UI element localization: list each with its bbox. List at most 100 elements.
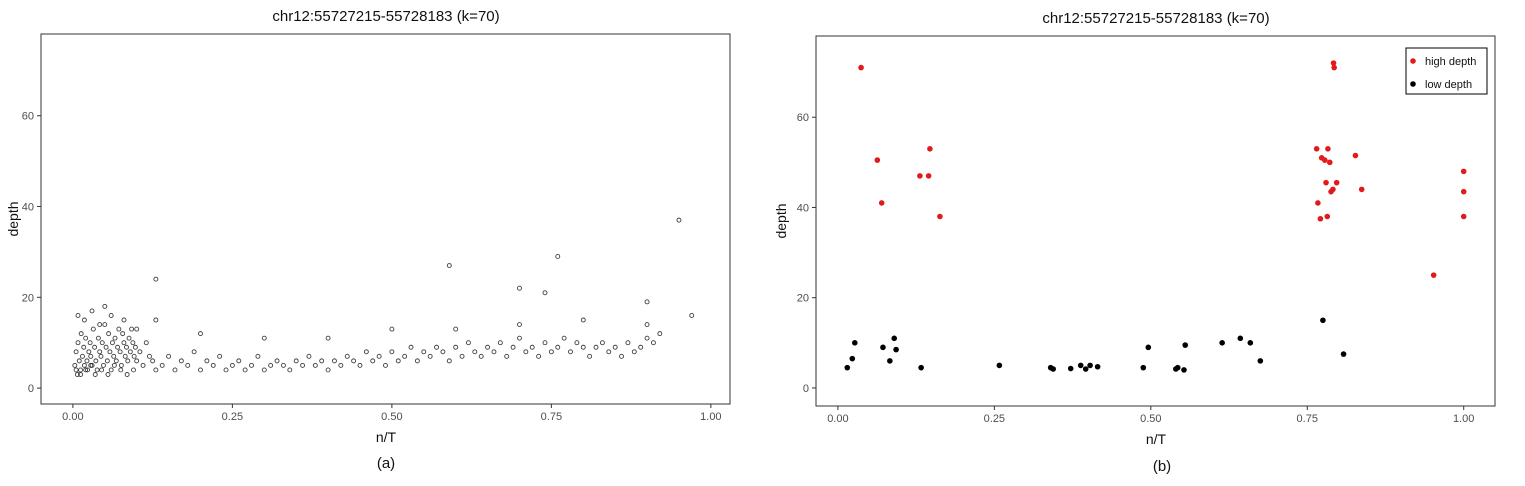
panel-a-point — [113, 358, 119, 364]
panel-b-title: chr12:55727215-55728183 (k=70) — [1042, 10, 1269, 27]
panel-b-point — [1174, 364, 1181, 371]
panel-a-point — [111, 362, 117, 368]
panel-a-point — [106, 331, 112, 337]
panel-b-point — [1320, 317, 1326, 324]
panel-b-y-axis: 0 20 40 60 — [797, 112, 816, 395]
panel-b-point — [1145, 344, 1152, 351]
panel-b-point — [1257, 358, 1264, 364]
panel-b-y-tick-label: 40 — [797, 202, 809, 214]
panel-b-point — [887, 358, 893, 364]
panel-a-point — [268, 362, 274, 368]
panel-a-point — [555, 254, 561, 259]
panel-a-point — [198, 367, 203, 373]
panel-a-point — [472, 349, 478, 355]
panel-a-point — [644, 299, 650, 305]
panel-b-point — [1340, 351, 1347, 357]
panel-a-point — [587, 353, 593, 359]
panel-a-point — [153, 367, 159, 373]
panel-a-point — [102, 303, 108, 309]
panel-a-point — [108, 313, 114, 318]
panel-b-point — [1077, 362, 1084, 369]
panel-a-point — [536, 353, 542, 359]
panel-a-point — [619, 353, 624, 359]
panel-a-point — [274, 358, 280, 364]
panel-b-point — [1331, 64, 1337, 71]
panel-b-point — [937, 213, 943, 220]
panel-a-point — [300, 362, 306, 368]
panel-a-plot-border — [40, 33, 731, 405]
panel-a-point — [83, 367, 89, 373]
panel-a-point — [657, 331, 663, 337]
panel-a-point — [103, 344, 109, 350]
panel-a-point — [325, 367, 331, 373]
panel-a-point — [147, 353, 152, 359]
panel-a-point — [76, 358, 82, 364]
panel-a-point — [99, 367, 105, 373]
panel-a-point — [517, 322, 522, 328]
panel-a-point — [574, 340, 580, 346]
panel-b-point — [849, 355, 856, 362]
panel-a-point — [414, 358, 420, 364]
panel-a-point — [99, 340, 105, 346]
panel-a-point — [446, 358, 452, 364]
panel-b-point — [858, 64, 864, 71]
panel-a-point — [73, 367, 79, 373]
panel-a-point — [81, 344, 87, 350]
panel-a-point — [78, 331, 84, 337]
panel-a-point — [78, 367, 84, 373]
panel-a-point — [198, 331, 203, 337]
panel-b-point — [844, 364, 851, 371]
panel-a-point — [242, 367, 248, 373]
panel-b-legend: high depth low depth — [1405, 47, 1488, 95]
legend-swatch-low-depth — [1410, 81, 1416, 87]
panel-a-point — [111, 353, 117, 359]
panel-a-point — [599, 340, 605, 346]
panel-a-point — [255, 353, 261, 359]
panel-a-point — [453, 344, 459, 350]
panel-b-point — [1358, 186, 1365, 193]
panel-a-point — [293, 358, 299, 364]
panel-a-point — [306, 353, 312, 359]
panel-a-point — [319, 358, 325, 364]
panel-a-point — [351, 358, 357, 364]
panel-b-point — [852, 340, 858, 346]
panel-b-point — [1237, 335, 1244, 342]
panel-a-point — [120, 331, 126, 337]
panel-b-points — [844, 60, 1467, 373]
panel-a-point — [125, 358, 131, 364]
panel-a-y-tick-label: 60 — [22, 111, 34, 123]
panel-b-point — [1321, 157, 1328, 163]
panel-a-point — [191, 349, 197, 355]
panel-a-point — [84, 358, 90, 364]
panel-a-point — [236, 358, 242, 364]
panel-a-x-axis: 0.00 0.25 0.50 0.75 1.00 — [62, 404, 722, 423]
panel-b-caption: (b) — [1153, 458, 1171, 475]
panel-b-point — [1313, 146, 1320, 152]
panel-a-point — [101, 362, 106, 368]
panel-b-point — [1247, 340, 1254, 346]
panel-a-caption: (a) — [377, 455, 395, 472]
panel-a-point — [97, 322, 103, 328]
panel-a-point — [580, 344, 586, 350]
panel-a-point — [408, 344, 414, 350]
panel-a-point — [121, 340, 127, 346]
panel-b-point — [1323, 179, 1329, 186]
panel-a-point — [134, 358, 140, 364]
panel-a-point — [517, 285, 522, 291]
panel-b-point — [925, 173, 932, 179]
panel-b-point — [1182, 342, 1189, 348]
panel-b-point — [874, 157, 881, 163]
panel-a-point — [395, 358, 401, 364]
panel-a-point — [81, 317, 87, 323]
panel-a-point — [124, 344, 129, 350]
panel-a-point — [90, 326, 96, 332]
panel-a-point — [73, 349, 79, 355]
panel-a-y-tick-label: 0 — [28, 383, 34, 395]
panel-a-point — [280, 362, 286, 368]
panel-b-point — [891, 335, 898, 342]
panel-b-point — [1315, 200, 1321, 206]
panel-a-point — [312, 362, 318, 368]
panel-a-point — [86, 349, 92, 355]
panel-a-point — [131, 353, 137, 359]
panel-a-point — [325, 335, 331, 341]
